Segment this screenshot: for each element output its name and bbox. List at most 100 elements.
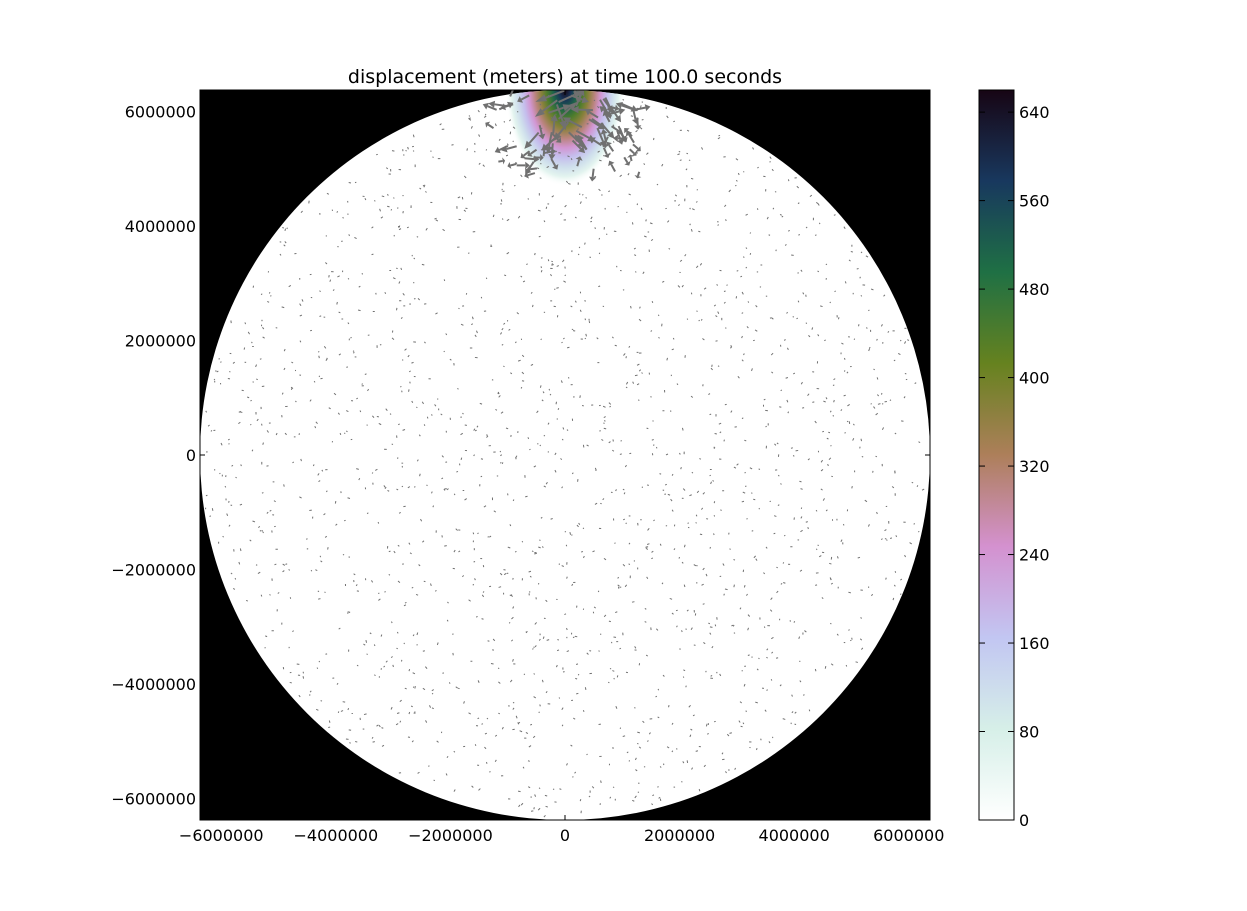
quiver-arrow-small <box>626 751 629 754</box>
quiver-arrow-small <box>534 252 536 256</box>
quiver-arrow-small <box>488 445 491 447</box>
quiver-arrow-small <box>358 285 361 288</box>
quiver-arrow-small <box>570 384 573 386</box>
quiver-arrow-small <box>710 481 712 485</box>
quiver-arrow-small <box>545 206 548 209</box>
quiver-arrow-small <box>811 327 814 330</box>
quiver-arrow-small <box>724 204 727 208</box>
quiver-arrow-small <box>784 244 787 246</box>
quiver-arrow-small <box>365 578 367 581</box>
quiver-arrow-small <box>224 485 227 488</box>
quiver-arrow-small <box>632 799 635 802</box>
quiver-arrow-small <box>521 540 524 543</box>
quiver-arrow-small <box>661 163 664 167</box>
quiver-arrow-small <box>388 574 391 576</box>
quiver-arrow-small <box>571 250 573 253</box>
quiver-arrow-small <box>830 556 833 560</box>
quiver-arrow-small <box>431 689 434 692</box>
quiver-arrow-small <box>324 535 328 538</box>
quiver-arrow <box>588 118 605 130</box>
quiver-arrow-small <box>638 369 642 372</box>
quiver-arrow-small <box>449 358 452 361</box>
quiver-arrow-small <box>702 603 705 605</box>
quiver-arrow-small <box>815 572 819 574</box>
quiver-arrow-small <box>670 498 673 502</box>
quiver-arrow-small <box>426 416 429 419</box>
quiver-arrow-small <box>512 658 514 662</box>
quiver-arrow-small <box>271 530 273 533</box>
quiver-arrow-small <box>437 158 441 160</box>
quiver-arrow-small <box>716 284 718 286</box>
quiver-arrow-small <box>260 406 262 410</box>
x-tick-label: 2000000 <box>644 826 715 845</box>
quiver-arrow-small <box>729 732 732 734</box>
quiver-arrow-small <box>294 252 297 255</box>
quiver-arrow-small <box>760 264 763 266</box>
quiver-arrow-small <box>556 598 558 601</box>
quiver-arrow-small <box>347 497 351 499</box>
quiver-arrow-small <box>881 463 883 467</box>
quiver-arrow-small <box>288 569 291 571</box>
quiver-arrow-small <box>544 794 548 797</box>
quiver-arrow <box>534 99 558 117</box>
quiver-arrow-small <box>472 583 475 586</box>
quiver-arrow-small <box>361 383 363 385</box>
quiver-arrow-small <box>646 427 649 430</box>
quiver-arrow-small <box>518 804 521 808</box>
quiver-arrow-small <box>325 262 328 265</box>
quiver-arrow-small <box>649 718 653 720</box>
quiver-arrow-small <box>484 746 487 750</box>
quiver-arrow-small <box>841 342 844 345</box>
quiver-arrow-small <box>787 179 790 182</box>
quiver-arrow-small <box>751 530 754 532</box>
quiver-arrow-small <box>220 442 223 446</box>
quiver-arrow-small <box>344 583 347 587</box>
quiver-arrow-small <box>686 318 689 320</box>
colorbar-frame <box>978 89 1015 821</box>
quiver-arrow <box>600 129 608 143</box>
quiver-arrow-small <box>808 709 811 712</box>
quiver-arrow-small <box>513 663 516 665</box>
quiver-arrow-small <box>773 532 776 535</box>
quiver-arrow-small <box>403 505 406 508</box>
quiver-arrow-small <box>870 403 872 405</box>
quiver-arrow-small <box>468 118 472 121</box>
quiver-arrow-small <box>510 639 514 642</box>
quiver-arrow-small <box>261 324 263 327</box>
quiver-arrow-small <box>397 457 399 459</box>
quiver-arrow-small <box>722 563 725 566</box>
quiver-arrow-small <box>723 593 725 596</box>
quiver-arrow-small <box>744 485 747 487</box>
quiver-arrow-small <box>698 745 701 748</box>
quiver-arrow-small <box>844 357 846 360</box>
quiver-arrow-small <box>416 459 419 462</box>
quiver-arrow-small <box>882 341 884 344</box>
quiver-arrow-small <box>842 523 845 526</box>
quiver-arrow-small <box>408 542 411 545</box>
quiver-arrow <box>533 154 544 162</box>
quiver-arrow-small <box>662 410 665 412</box>
quiver-arrow-small <box>317 351 320 353</box>
quiver-arrow-small <box>266 511 269 514</box>
quiver-arrow-small <box>383 665 386 668</box>
quiver-arrow-small <box>846 420 849 423</box>
quiver-arrow-small <box>671 750 674 753</box>
quiver-arrow-small <box>481 594 485 598</box>
quiver-arrow-small <box>431 692 434 695</box>
quiver-arrow-small <box>472 540 474 543</box>
quiver-arrow-small <box>702 338 705 341</box>
quiver-arrow <box>600 122 615 139</box>
quiver-arrow-small <box>533 646 535 648</box>
quiver-arrow-small <box>679 648 681 650</box>
quiver-arrow-small <box>354 356 357 358</box>
quiver-arrow-small <box>665 107 667 110</box>
quiver-arrow-small <box>387 205 390 208</box>
quiver-arrow-small <box>497 391 500 395</box>
quiver-arrow-small <box>471 316 474 320</box>
quiver-arrow-small <box>842 542 844 545</box>
quiver-arrow <box>527 148 538 157</box>
quiver-arrow-small <box>347 611 349 614</box>
quiver-arrow <box>538 124 546 140</box>
quiver-arrow-small <box>772 736 774 739</box>
quiver-arrow-small <box>777 504 780 506</box>
